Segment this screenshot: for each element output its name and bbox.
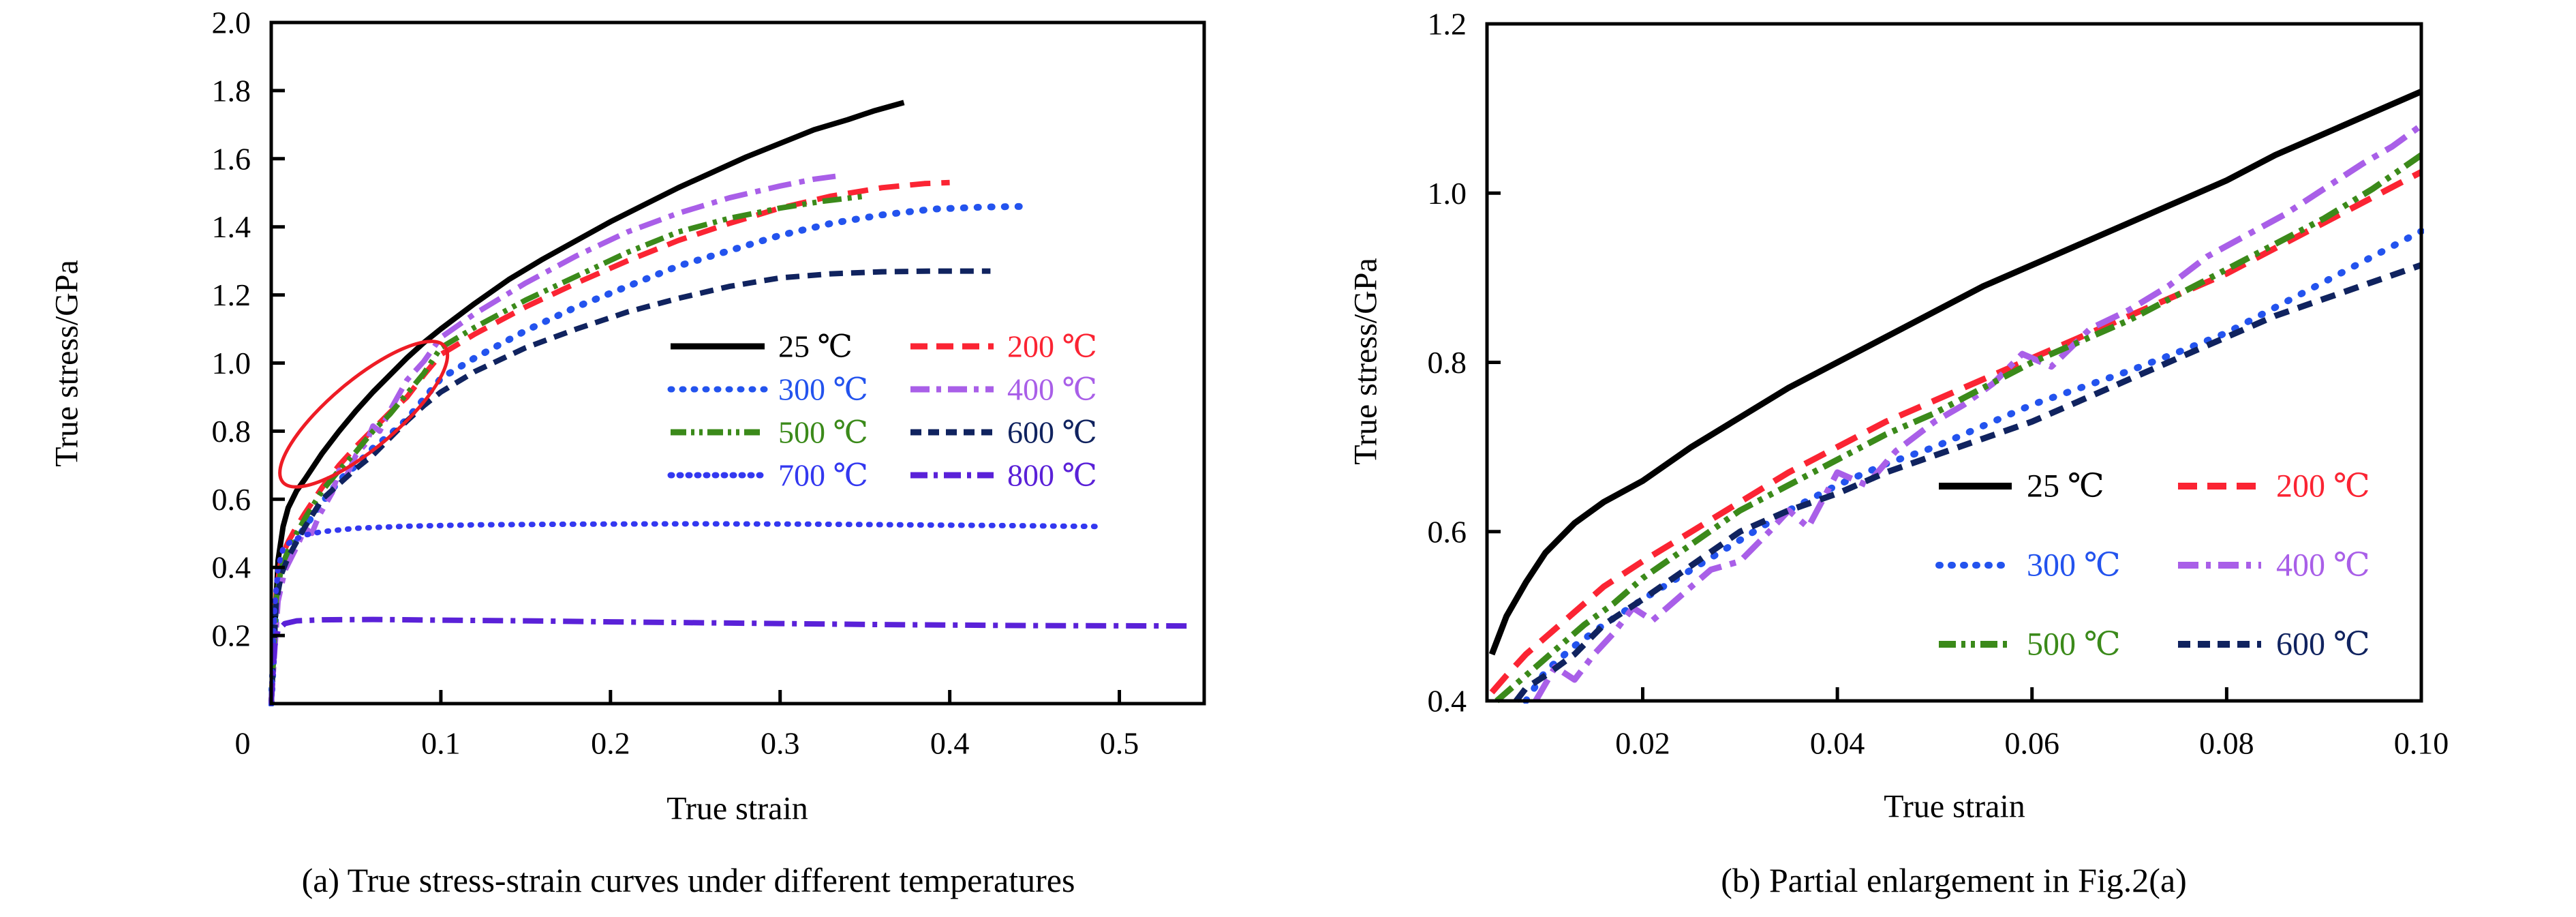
y-tick-label: 1.8 [212, 73, 251, 108]
chart-a: 0 0.1 0.2 0.3 0.4 0.5 0.2 0.4 0.6 0.8 1.0 1.2 1.4 1.6… [212, 5, 1206, 761]
x-axis-title-chart-b: True strain [1884, 788, 2025, 825]
legend-entry-400C: 400 ℃ [2178, 547, 2370, 584]
y-tick-label: 0.4 [212, 550, 251, 585]
highlight-ellipse-annotation [278, 340, 450, 489]
plot-border [1485, 22, 2423, 703]
chart-b: 0.02 0.04 0.06 0.08 0.10 0.4 0.6 0.8 1.0 1.2 25 ℃ 2… [1428, 7, 2449, 761]
y-axis-title-chart-b: True stress/GPa [1347, 258, 1384, 465]
legend-label: 200 ℃ [1007, 329, 1097, 364]
legend-entry-800C: 800 ℃ [910, 458, 1097, 493]
legend-entry-500C: 500 ℃ [671, 415, 868, 450]
curve-600C [269, 268, 991, 704]
legend-entry-500C: 500 ℃ [1939, 627, 2121, 663]
legend-label: 300 ℃ [778, 372, 868, 407]
y-axis-title-chart-a: True stress/GPa [48, 260, 85, 467]
y-tick-label: 2.0 [212, 5, 251, 40]
legend-entry-700C: 700 ℃ [667, 458, 868, 493]
curve-200C [1489, 169, 2423, 695]
y-tick-label: 0.6 [1428, 514, 1467, 549]
legend-entry-300C: 300 ℃ [667, 372, 868, 407]
y-tick-label: 0.8 [1428, 345, 1467, 380]
legend-label: 200 ℃ [2276, 468, 2370, 505]
x-tick-label: 0.06 [2005, 726, 2060, 761]
caption-chart-a: (a) True stress-strain curves under diff… [301, 861, 1075, 899]
legend-label: 25 ℃ [778, 329, 853, 364]
y-tick-label: 0.4 [1428, 684, 1467, 719]
curve-500C [1494, 152, 2423, 704]
x-tick-label: 0.10 [2394, 726, 2449, 761]
curve-25C [1488, 89, 2423, 656]
x-tick-label: 0.3 [761, 726, 800, 761]
x-tick-label: 0.08 [2199, 726, 2254, 761]
curve-500C [269, 193, 865, 704]
x-tick-label: 0 [235, 726, 251, 761]
y-tick-label: 0.2 [212, 618, 251, 653]
legend-label: 400 ℃ [1007, 372, 1097, 407]
legend-label: 400 ℃ [2276, 547, 2370, 584]
curve-400C [1533, 123, 2423, 703]
caption-chart-b: (b) Partial enlargement in Fig.2(a) [1721, 861, 2187, 899]
legend-entry-300C: 300 ℃ [1935, 547, 2121, 584]
y-tick-label: 1.2 [1428, 7, 1467, 42]
y-tick-label: 1.2 [212, 277, 251, 312]
curve-25C [269, 100, 905, 704]
legend-entry-25C: 25 ℃ [671, 329, 853, 364]
curve-400C [269, 172, 840, 704]
legend-label: 600 ℃ [1007, 415, 1097, 450]
curve-800C [269, 616, 1188, 704]
legend-label: 25 ℃ [2027, 468, 2104, 505]
curve-300C [269, 202, 1030, 706]
x-axis-title-chart-a: True strain [666, 790, 808, 827]
legend-label: 700 ℃ [778, 458, 868, 493]
legend-entry-25C: 25 ℃ [1939, 468, 2104, 505]
legend-entry-600C: 600 ℃ [2178, 627, 2370, 663]
x-tick-label: 0.04 [1810, 726, 1865, 761]
curve-300C [1522, 228, 2424, 704]
legend-entry-200C: 200 ℃ [910, 329, 1097, 364]
x-tick-label: 0.5 [1100, 726, 1139, 761]
legend-label: 800 ℃ [1007, 458, 1097, 493]
x-tick-label: 0.4 [930, 726, 970, 761]
legend-label: 300 ℃ [2027, 547, 2121, 584]
y-tick-label: 0.6 [212, 482, 251, 517]
x-tick-label: 0.02 [1615, 726, 1670, 761]
legend-entry-600C: 600 ℃ [910, 415, 1097, 450]
legend-entry-400C: 400 ℃ [910, 372, 1097, 407]
y-tick-label: 1.4 [212, 209, 251, 244]
legend-label: 600 ℃ [2276, 627, 2370, 663]
y-tick-label: 1.6 [212, 141, 251, 176]
legend-label: 500 ℃ [778, 415, 868, 450]
curve-700C [269, 521, 1105, 706]
y-tick-label: 1.0 [212, 346, 251, 380]
y-tick-label: 0.8 [212, 414, 251, 449]
x-tick-label: 0.1 [421, 726, 461, 761]
legend-label: 500 ℃ [2027, 627, 2121, 663]
x-tick-label: 0.2 [591, 726, 630, 761]
plot-border [269, 20, 1206, 706]
y-tick-label: 1.0 [1428, 176, 1467, 211]
legend-entry-200C: 200 ℃ [2178, 468, 2370, 505]
